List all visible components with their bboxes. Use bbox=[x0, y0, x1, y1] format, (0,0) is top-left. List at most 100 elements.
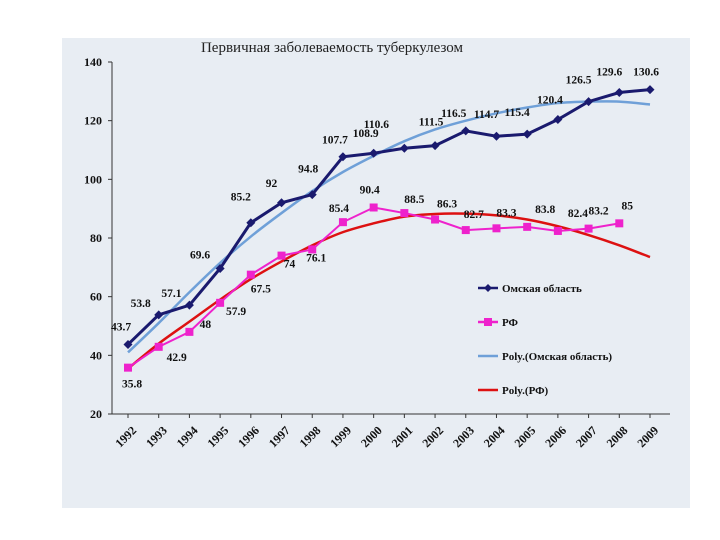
x-tick-label: 2004 bbox=[481, 423, 508, 450]
y-tick-label: 40 bbox=[90, 348, 102, 362]
data-point-rf bbox=[615, 219, 624, 228]
trendline-omsk bbox=[127, 100, 651, 354]
data-point-rf bbox=[400, 209, 409, 218]
data-point-omsk bbox=[461, 126, 471, 136]
data-point-omsk bbox=[399, 143, 409, 153]
data-point-omsk bbox=[369, 148, 379, 158]
data-point-rf bbox=[431, 215, 440, 224]
x-tick-label: 1997 bbox=[266, 423, 293, 450]
x-tick-label: 1995 bbox=[204, 423, 231, 450]
data-label-omsk: 120.4 bbox=[537, 94, 563, 106]
x-tick-label: 2001 bbox=[389, 423, 416, 450]
y-tick-label: 120 bbox=[84, 114, 102, 128]
data-point-rf bbox=[461, 226, 470, 235]
y-tick-label: 80 bbox=[90, 231, 102, 245]
data-point-rf bbox=[277, 251, 286, 260]
data-point-omsk bbox=[277, 198, 287, 208]
data-label-omsk: 129.6 bbox=[596, 67, 622, 79]
data-label-rf: 83.8 bbox=[535, 204, 555, 216]
data-label-rf: 48 bbox=[200, 319, 212, 331]
data-point-omsk bbox=[430, 141, 440, 151]
x-tick-label: 2009 bbox=[634, 423, 661, 450]
x-tick-label: 2005 bbox=[512, 423, 539, 450]
data-label-omsk: 43.7 bbox=[111, 321, 131, 333]
data-point-omsk bbox=[338, 152, 348, 162]
legend-item-omsk-marker bbox=[484, 284, 492, 292]
data-point-omsk bbox=[184, 300, 194, 310]
data-label-omsk: 115.4 bbox=[505, 107, 530, 119]
data-label-omsk: 57.1 bbox=[161, 288, 181, 300]
data-point-omsk bbox=[491, 131, 501, 141]
x-tick-label: 2000 bbox=[358, 423, 385, 450]
data-label-rf: 76.1 bbox=[306, 252, 326, 264]
x-tick-label: 2003 bbox=[450, 423, 477, 450]
chart-panel bbox=[62, 38, 690, 508]
data-label-rf: 35.8 bbox=[122, 379, 142, 391]
data-point-rf bbox=[185, 327, 194, 336]
data-label-rf: 86.3 bbox=[437, 199, 457, 211]
data-point-omsk bbox=[307, 190, 317, 200]
data-label-omsk: 114.7 bbox=[474, 109, 499, 121]
data-label-omsk: 53.8 bbox=[131, 298, 151, 310]
data-label-omsk: 69.6 bbox=[190, 250, 210, 262]
series-line-omsk bbox=[126, 88, 651, 346]
data-point-rf bbox=[553, 226, 562, 235]
x-tick-label: 1993 bbox=[143, 423, 170, 450]
data-point-omsk bbox=[522, 129, 532, 139]
data-point-omsk bbox=[215, 264, 225, 274]
data-point-omsk bbox=[246, 218, 256, 228]
data-label-rf: 82.7 bbox=[464, 209, 484, 221]
data-label-rf: 74 bbox=[284, 259, 296, 271]
data-label-rf: 88.5 bbox=[404, 194, 424, 206]
data-label-omsk: 92 bbox=[266, 178, 278, 190]
data-label-omsk: 130.6 bbox=[633, 67, 659, 79]
data-point-rf bbox=[246, 270, 255, 279]
data-point-omsk bbox=[645, 85, 655, 95]
y-tick-label: 60 bbox=[90, 290, 102, 304]
data-label-rf: 85.4 bbox=[329, 203, 349, 215]
data-point-rf bbox=[369, 203, 378, 212]
data-point-rf bbox=[154, 342, 163, 351]
data-point-rf bbox=[124, 363, 132, 372]
data-label-omsk: 116.5 bbox=[441, 108, 466, 120]
data-point-rf bbox=[523, 222, 532, 231]
y-tick-label: 100 bbox=[84, 172, 102, 186]
data-point-omsk bbox=[154, 310, 164, 320]
data-label-omsk: 107.7 bbox=[322, 135, 348, 147]
data-label-omsk: 85.2 bbox=[231, 192, 251, 204]
y-tick-label: 140 bbox=[84, 55, 102, 69]
x-tick-label: 2002 bbox=[419, 423, 446, 450]
data-label-rf: 85 bbox=[622, 200, 634, 212]
x-tick-label: 2007 bbox=[573, 423, 600, 450]
x-tick-label: 2008 bbox=[604, 423, 631, 450]
data-label-omsk: 126.5 bbox=[566, 75, 592, 87]
data-label-rf: 83.3 bbox=[496, 207, 516, 219]
legend-item-rf-label: РФ bbox=[502, 317, 519, 329]
data-label-rf: 42.9 bbox=[167, 352, 187, 364]
data-label-rf: 82.4 bbox=[568, 208, 588, 220]
x-tick-label: 1994 bbox=[174, 423, 201, 450]
chart-title: Первичная заболеваемость туберкулезом bbox=[201, 40, 464, 56]
data-label-omsk: 110.6 bbox=[364, 119, 389, 131]
x-tick-label: 1992 bbox=[112, 423, 139, 450]
data-point-rf bbox=[338, 218, 347, 227]
x-tick-label: 1998 bbox=[297, 423, 324, 450]
data-point-rf bbox=[216, 298, 225, 307]
data-label-rf: 57.9 bbox=[226, 306, 246, 318]
x-tick-label: 1999 bbox=[327, 423, 354, 450]
legend-item-rf-marker bbox=[484, 318, 492, 326]
data-point-rf bbox=[492, 224, 501, 233]
data-label-omsk: 108.9 bbox=[353, 128, 379, 140]
data-label-omsk: 111.5 bbox=[419, 117, 444, 129]
data-point-omsk bbox=[614, 88, 624, 98]
data-point-omsk bbox=[584, 97, 594, 107]
x-tick-label: 2006 bbox=[542, 423, 569, 450]
data-point-omsk bbox=[553, 114, 563, 124]
legend-item-omsk-label: Омская область bbox=[502, 283, 582, 295]
data-label-rf: 83.2 bbox=[589, 206, 609, 218]
data-label-omsk: 94.8 bbox=[298, 164, 318, 176]
data-point-omsk bbox=[123, 339, 133, 349]
data-point-rf bbox=[308, 245, 317, 254]
legend-item-poly-rf-label: Poly.(РФ) bbox=[502, 385, 549, 397]
